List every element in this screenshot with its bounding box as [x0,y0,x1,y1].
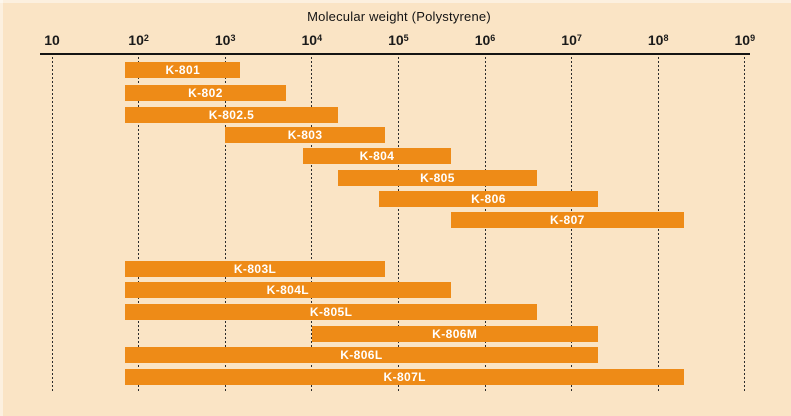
range-bar-k-805: K-805 [337,170,538,186]
gridline-10e4 [311,57,313,391]
gridline-10e2 [138,57,140,391]
left-edge-highlight [0,0,3,416]
bar-label: K-805L [309,305,353,319]
range-bar-k-806: K-806 [379,191,598,207]
range-bar-k-804l: K-804L [125,282,451,298]
range-bar-k-806l: K-806L [125,347,598,363]
gridline-10e1 [51,57,53,391]
bar-label: K-807 [550,213,585,227]
bar-label: K-805 [420,171,455,185]
bar-label: K-801 [165,63,201,77]
range-bar-k-806m: K-806M [311,326,598,342]
bar-label: K-806L [340,348,383,362]
gridline-10e3 [224,57,226,391]
x-tick-label-10e4: 104 [301,32,323,48]
x-axis-line [40,53,750,55]
bar-label: K-802.5 [208,108,255,122]
x-tick-label-10e3: 103 [214,32,236,48]
range-bar-k-803l: K-803L [125,261,385,277]
range-bar-k-804: K-804 [303,148,451,164]
bar-label: K-806 [471,192,506,206]
chart-title: Molecular weight (Polystyrene) [307,9,491,24]
range-bar-k-803: K-803 [225,127,385,143]
x-tick-label-10e8: 108 [647,32,669,48]
top-edge-highlight [0,0,791,3]
x-tick-label-10e7: 107 [561,32,582,48]
bar-label: K-804L [266,283,310,297]
x-tick-label-10e6: 106 [474,32,496,48]
x-tick-label-10e1: 10 [44,32,60,48]
gridline-10e9 [744,57,746,391]
range-bar-k-802-5: K-802.5 [125,107,338,123]
bar-label: K-806M [432,327,478,341]
x-tick-label-10e5: 105 [388,32,409,48]
x-tick-label-10e2: 102 [128,32,149,48]
x-tick-label-10e9: 109 [734,32,756,48]
range-bar-k-801: K-801 [125,62,241,78]
range-bar-k-807l: K-807L [125,369,685,385]
bar-label: K-803L [233,262,277,276]
range-bar-k-805l: K-805L [125,304,538,320]
bar-label: K-803 [287,128,323,142]
bar-label: K-804 [359,149,395,163]
bar-label: K-807L [383,370,426,384]
range-bar-k-807: K-807 [450,212,685,228]
gridline-10e5 [397,57,399,391]
bar-label: K-802 [188,86,223,100]
range-bar-k-802: K-802 [125,85,286,101]
